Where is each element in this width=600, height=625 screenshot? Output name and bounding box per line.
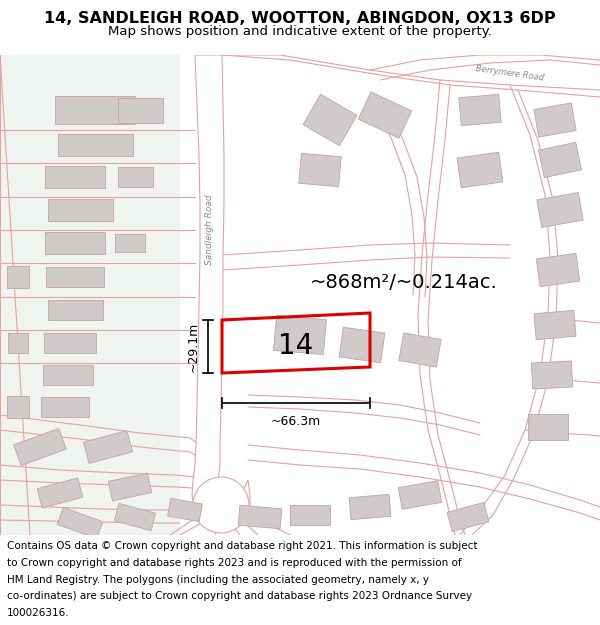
Polygon shape <box>528 414 568 440</box>
Polygon shape <box>47 199 113 221</box>
Text: Map shows position and indicative extent of the property.: Map shows position and indicative extent… <box>108 26 492 39</box>
Polygon shape <box>274 316 326 354</box>
Polygon shape <box>58 134 133 156</box>
Text: 14: 14 <box>278 332 314 360</box>
Text: ~66.3m: ~66.3m <box>271 415 321 428</box>
Polygon shape <box>358 92 412 138</box>
Text: 100026316.: 100026316. <box>7 608 70 618</box>
Polygon shape <box>534 310 576 340</box>
Polygon shape <box>536 253 580 287</box>
Text: Berrymere Road: Berrymere Road <box>475 64 545 82</box>
Polygon shape <box>398 481 442 509</box>
Polygon shape <box>118 98 163 122</box>
Polygon shape <box>45 232 105 254</box>
Polygon shape <box>41 397 89 417</box>
Polygon shape <box>534 103 576 137</box>
Polygon shape <box>7 396 29 418</box>
Polygon shape <box>457 152 503 188</box>
Polygon shape <box>45 166 105 188</box>
Text: Sandleigh Road: Sandleigh Road <box>205 195 215 265</box>
Text: ~29.1m: ~29.1m <box>187 321 200 372</box>
Text: ~868m²/~0.214ac.: ~868m²/~0.214ac. <box>310 274 498 292</box>
Polygon shape <box>47 300 103 320</box>
Polygon shape <box>537 192 583 228</box>
Polygon shape <box>57 508 103 539</box>
Text: Contains OS data © Crown copyright and database right 2021. This information is : Contains OS data © Crown copyright and d… <box>7 541 478 551</box>
Text: HM Land Registry. The polygons (including the associated geometry, namely x, y: HM Land Registry. The polygons (includin… <box>7 574 429 584</box>
Polygon shape <box>109 473 152 501</box>
Polygon shape <box>118 167 152 187</box>
Polygon shape <box>7 266 29 288</box>
Polygon shape <box>167 498 202 522</box>
Polygon shape <box>447 503 489 532</box>
Polygon shape <box>83 431 133 464</box>
Polygon shape <box>14 429 67 466</box>
Text: 14, SANDLEIGH ROAD, WOOTTON, ABINGDON, OX13 6DP: 14, SANDLEIGH ROAD, WOOTTON, ABINGDON, O… <box>44 11 556 26</box>
Circle shape <box>193 477 249 533</box>
Polygon shape <box>8 333 28 353</box>
Text: co-ordinates) are subject to Crown copyright and database rights 2023 Ordnance S: co-ordinates) are subject to Crown copyr… <box>7 591 472 601</box>
Polygon shape <box>299 153 341 187</box>
Polygon shape <box>43 365 93 385</box>
Polygon shape <box>238 505 282 529</box>
Polygon shape <box>532 361 572 389</box>
Polygon shape <box>46 267 104 287</box>
Polygon shape <box>37 478 83 508</box>
Polygon shape <box>303 94 357 146</box>
Text: to Crown copyright and database rights 2023 and is reproduced with the permissio: to Crown copyright and database rights 2… <box>7 558 462 568</box>
Polygon shape <box>115 503 155 531</box>
Polygon shape <box>539 142 581 177</box>
Polygon shape <box>459 94 501 126</box>
Polygon shape <box>349 494 391 520</box>
Polygon shape <box>44 333 96 353</box>
Polygon shape <box>192 55 250 525</box>
Polygon shape <box>339 328 385 362</box>
Polygon shape <box>290 505 330 525</box>
Polygon shape <box>399 333 441 367</box>
Polygon shape <box>55 96 135 124</box>
Polygon shape <box>0 55 180 535</box>
Polygon shape <box>115 234 145 252</box>
